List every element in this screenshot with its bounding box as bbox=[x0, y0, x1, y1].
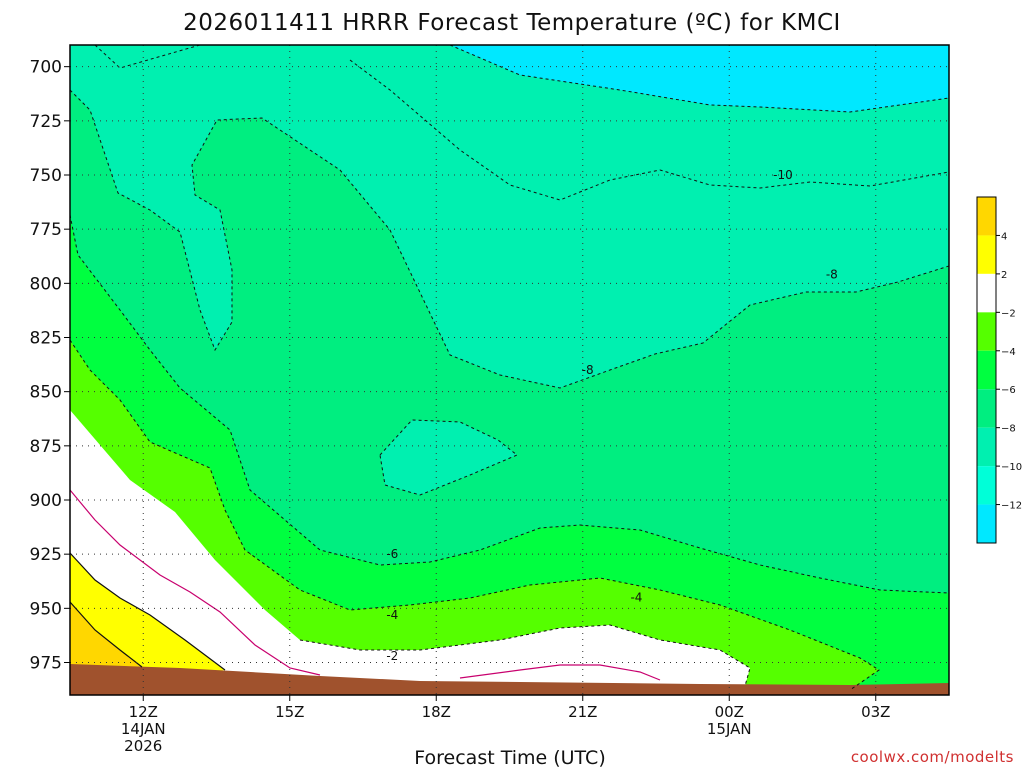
band-below-minus12 bbox=[450, 45, 949, 112]
color-scale-label: 4 bbox=[1001, 231, 1007, 242]
x-axis-label: Forecast Time (UTC) bbox=[414, 747, 605, 768]
color-scale-label: −2 bbox=[1001, 308, 1016, 319]
x-tick-label: 03Z bbox=[861, 703, 890, 721]
y-tick-label: 800 bbox=[30, 274, 62, 294]
y-tick-label: 925 bbox=[30, 545, 62, 565]
y-tick-label: 775 bbox=[30, 220, 62, 240]
color-scale-swatch bbox=[977, 389, 996, 428]
y-axis: 700 725 750 775 800 825 850 875 900 925 950 975 bbox=[30, 58, 70, 674]
y-tick-label: 825 bbox=[30, 329, 62, 349]
cold-pocket bbox=[380, 420, 517, 495]
x-tick-label: 21Z bbox=[568, 703, 597, 721]
y-tick-label: 900 bbox=[30, 491, 62, 511]
x-tick-label: 18Z bbox=[422, 703, 451, 721]
gridlines bbox=[70, 45, 949, 695]
contour-label: -6 bbox=[386, 547, 398, 561]
y-tick-label: 750 bbox=[30, 166, 62, 186]
contour-label: -4 bbox=[630, 591, 642, 605]
contour-labels: -10 -8 -8 -6 -4 -4 -2 bbox=[386, 168, 837, 663]
solid-contours bbox=[70, 489, 661, 681]
band-minus4-to-minus2 bbox=[70, 340, 879, 695]
contour-label: -10 bbox=[773, 168, 793, 182]
color-scale-swatch bbox=[977, 273, 996, 313]
band-minus2-to-2 bbox=[70, 410, 750, 695]
source-credit: coolwx.com/modelts bbox=[851, 748, 1014, 766]
y-tick-label: 725 bbox=[30, 112, 62, 132]
x-tick-label: 15Z bbox=[275, 703, 304, 721]
color-scale-swatch bbox=[977, 197, 996, 236]
color-scale-swatch bbox=[977, 350, 996, 390]
contour-label: -4 bbox=[386, 608, 398, 622]
color-scale-label: −8 bbox=[1001, 424, 1016, 435]
x-tick-label: 15JAN bbox=[707, 720, 752, 738]
color-scale-label: −4 bbox=[1001, 347, 1016, 358]
dashed-contours bbox=[70, 45, 949, 691]
y-tick-label: 875 bbox=[30, 437, 62, 457]
y-tick-label: 700 bbox=[30, 58, 62, 78]
color-scale-swatch bbox=[977, 312, 996, 351]
temperature-fields bbox=[70, 45, 949, 695]
band-minus6-to-minus4 bbox=[70, 215, 949, 695]
contour-label: -8 bbox=[582, 363, 594, 377]
chart-title: 2026011411 HRRR Forecast Temperature (ºC… bbox=[183, 10, 841, 36]
contour-label: -8 bbox=[826, 268, 838, 282]
color-scale-swatch bbox=[977, 466, 996, 505]
plot-frame bbox=[69, 44, 950, 696]
y-tick-label: 975 bbox=[30, 654, 62, 674]
x-tick-label: 12Z bbox=[129, 703, 158, 721]
x-tick-label: 2026 bbox=[124, 737, 162, 755]
color-scale-legend: 4 2 −2 −4 −6 −8 −10 −12 bbox=[976, 196, 1022, 544]
y-tick-label: 850 bbox=[30, 383, 62, 403]
color-scale-label: 2 bbox=[1001, 270, 1007, 281]
color-scale-label: −6 bbox=[1001, 385, 1016, 396]
x-tick-label: 14JAN bbox=[121, 720, 166, 738]
color-scale-label: −12 bbox=[1001, 501, 1022, 512]
color-scale-frame bbox=[976, 196, 997, 544]
color-scale-swatch bbox=[977, 427, 996, 467]
contour-label: -2 bbox=[386, 649, 398, 663]
x-tick-label: 00Z bbox=[715, 703, 744, 721]
color-scale-swatch bbox=[977, 235, 996, 274]
color-scale-label: −10 bbox=[1001, 462, 1022, 473]
color-scale-swatch bbox=[977, 504, 996, 543]
y-tick-label: 950 bbox=[30, 599, 62, 619]
